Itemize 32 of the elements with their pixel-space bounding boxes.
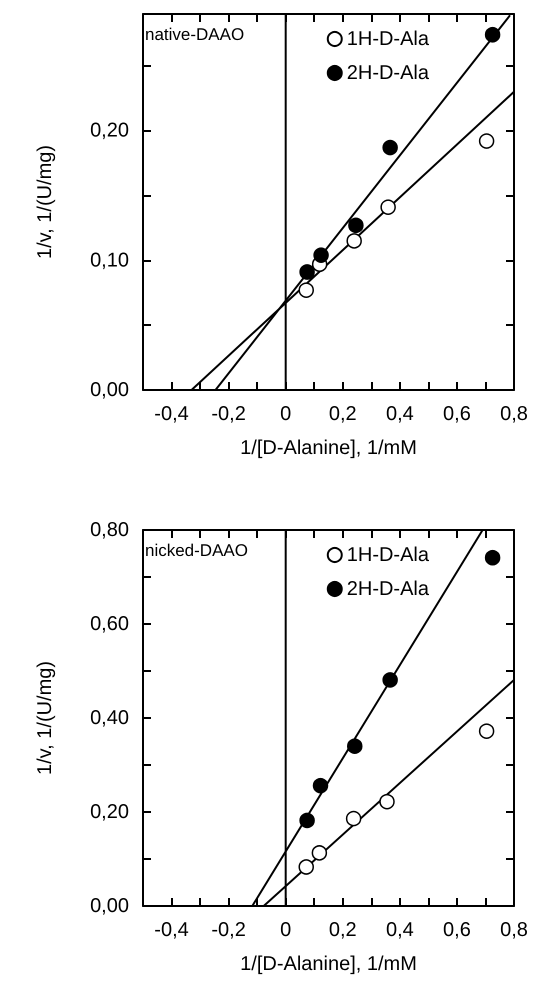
legend-label: 2H-D-Ala	[346, 62, 430, 84]
x-tick-label: 0,2	[328, 403, 357, 425]
y-tick-label: 0,00	[90, 895, 129, 917]
x-tick-label: 0,4	[386, 919, 414, 941]
x-axis-title: 1/[D-Alanine], 1/mM	[240, 437, 417, 459]
y-axis-title: 1/v, 1/(U/mg)	[34, 660, 56, 776]
y-tick-label: 0,40	[90, 707, 129, 729]
y-tick-label: 0,10	[90, 249, 129, 272]
x-tick-label: -0,4	[154, 403, 189, 425]
x-tick-label: 0,4	[386, 403, 414, 425]
x-tick-label: -0,4	[154, 919, 189, 941]
x-tick-label: 0,6	[443, 919, 471, 941]
x-tick-label: 0,8	[500, 919, 528, 941]
annotation: nicked-DAAO	[145, 541, 248, 560]
x-tick-label: 0,6	[443, 403, 471, 425]
legend-label: 1H-D-Ala	[346, 544, 430, 566]
y-tick-label: 0,00	[90, 379, 129, 401]
x-tick-label: 0,2	[328, 919, 357, 941]
x-tick-label: -0,2	[211, 403, 246, 425]
x-axis-title: 1/[D-Alanine], 1/mM	[240, 953, 417, 975]
y-tick-label: 0,80	[90, 519, 129, 541]
legend-label: 2H-D-Ala	[346, 578, 430, 600]
y-tick-label: 0,20	[90, 801, 129, 823]
x-tick-label: 0	[280, 403, 292, 425]
legend-label: 1H-D-Ala	[346, 28, 430, 50]
x-tick-label: 0	[280, 919, 292, 941]
y-tick-label: 0,20	[90, 120, 129, 142]
x-tick-label: 0,8	[500, 403, 528, 425]
x-tick-label: -0,2	[211, 919, 246, 941]
y-tick-label: 0,60	[90, 613, 129, 635]
y-axis-title: 1/v, 1/(U/mg)	[34, 144, 56, 260]
annotation: native-DAAO	[145, 25, 244, 44]
